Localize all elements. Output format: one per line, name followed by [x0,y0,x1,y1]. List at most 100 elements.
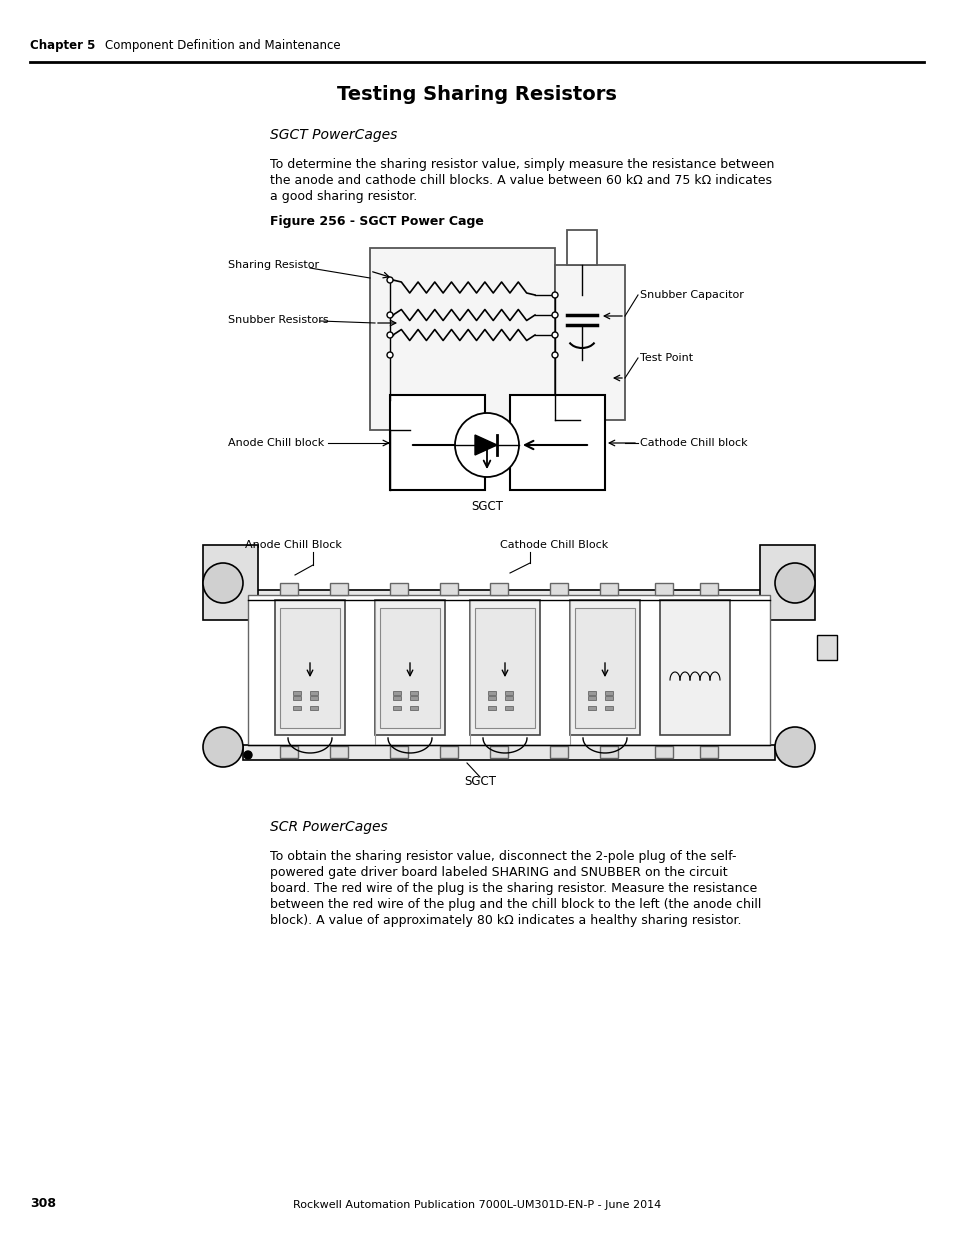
Bar [599,746,618,758]
Circle shape [455,412,518,477]
Bar [604,706,613,710]
Text: Component Definition and Maintenance: Component Definition and Maintenance [105,40,340,52]
Bar [370,248,555,430]
Text: Anode Chill block: Anode Chill block [228,438,324,448]
Text: Sharing Resistor: Sharing Resistor [228,261,319,270]
Bar [490,583,507,595]
Bar [700,746,718,758]
Text: Cathode Chill Block: Cathode Chill Block [499,540,608,550]
Bar [655,583,672,595]
Bar [566,230,597,266]
Bar [488,706,496,710]
Circle shape [774,727,814,767]
Bar [569,600,639,735]
Bar [587,692,596,695]
Bar [274,600,345,735]
Bar [504,692,513,695]
Bar [203,545,257,620]
Bar [470,600,539,735]
Bar [475,608,535,727]
Bar [700,583,718,595]
Text: Anode Chill Block: Anode Chill Block [245,540,341,550]
Bar [490,746,507,758]
Bar [310,706,317,710]
Circle shape [552,352,558,358]
Text: SGCT: SGCT [471,500,502,513]
Polygon shape [475,435,497,454]
Bar [488,692,496,695]
Text: To determine the sharing resistor value, simply measure the resistance between: To determine the sharing resistor value,… [270,158,774,170]
Text: Rockwell Automation Publication 7000L-UM301D-EN-P - June 2014: Rockwell Automation Publication 7000L-UM… [293,1200,660,1210]
Bar [293,697,301,700]
Text: board. The red wire of the plug is the sharing resistor. Measure the resistance: board. The red wire of the plug is the s… [270,882,757,895]
Text: powered gate driver board labeled SHARING and SNUBBER on the circuit: powered gate driver board labeled SHARIN… [270,866,727,879]
Bar [604,697,613,700]
Text: Test Point: Test Point [639,353,693,363]
Text: Cathode Chill block: Cathode Chill block [639,438,747,448]
Bar [379,608,439,727]
Bar [293,706,301,710]
Bar [390,746,408,758]
Circle shape [387,352,393,358]
Bar [390,583,408,595]
Bar [587,697,596,700]
Bar [390,395,484,490]
Bar [330,583,348,595]
Text: 308: 308 [30,1197,56,1210]
Circle shape [387,277,393,283]
Text: SGCT: SGCT [463,776,496,788]
Bar [243,745,774,760]
Bar [587,706,596,710]
Circle shape [552,332,558,338]
Bar [248,595,769,745]
Text: block). A value of approximately 80 kΩ indicates a healthy sharing resistor.: block). A value of approximately 80 kΩ i… [270,914,740,927]
Bar [510,395,604,490]
Text: Testing Sharing Resistors: Testing Sharing Resistors [336,85,617,104]
Circle shape [387,332,393,338]
Bar [816,635,836,659]
Circle shape [203,563,243,603]
Text: SGCT PowerCages: SGCT PowerCages [270,128,397,142]
Circle shape [774,563,814,603]
Bar [550,746,567,758]
Text: Snubber Capacitor: Snubber Capacitor [639,290,743,300]
Bar [488,697,496,700]
Circle shape [244,751,252,760]
Bar [550,583,567,595]
Bar [575,608,635,727]
Bar [410,692,417,695]
Bar [330,746,348,758]
Bar [310,697,317,700]
Text: Figure 256 - SGCT Power Cage: Figure 256 - SGCT Power Cage [270,215,483,228]
Text: the anode and cathode chill blocks. A value between 60 kΩ and 75 kΩ indicates: the anode and cathode chill blocks. A va… [270,174,771,186]
Bar [504,697,513,700]
Bar [393,692,400,695]
Bar [280,583,297,595]
Bar [280,746,297,758]
Bar [555,266,624,420]
Bar [439,746,457,758]
Bar [280,608,339,727]
Bar [243,590,774,605]
Bar [393,697,400,700]
Bar [504,706,513,710]
Bar [410,706,417,710]
Bar [655,746,672,758]
Bar [375,600,444,735]
Bar [604,692,613,695]
Bar [439,583,457,595]
Bar [393,706,400,710]
Text: To obtain the sharing resistor value, disconnect the 2-pole plug of the self-: To obtain the sharing resistor value, di… [270,850,736,863]
Text: Chapter 5: Chapter 5 [30,40,95,52]
Circle shape [552,312,558,317]
Bar [310,692,317,695]
Circle shape [203,727,243,767]
Text: SCR PowerCages: SCR PowerCages [270,820,387,834]
Text: a good sharing resistor.: a good sharing resistor. [270,190,416,203]
Text: between the red wire of the plug and the chill block to the left (the anode chil: between the red wire of the plug and the… [270,898,760,911]
Circle shape [387,312,393,317]
Bar [293,692,301,695]
Bar [599,583,618,595]
Text: Snubber Resistors: Snubber Resistors [228,315,328,325]
Bar [760,545,814,620]
